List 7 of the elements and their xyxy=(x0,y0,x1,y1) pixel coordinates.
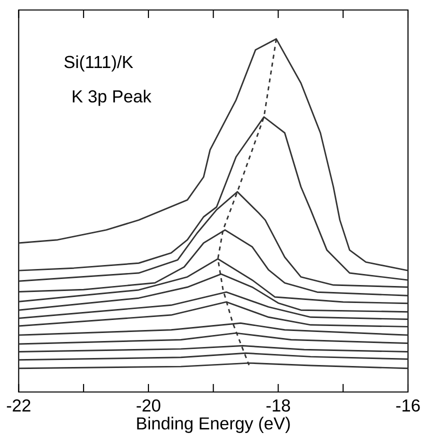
annotation: Si(111)/K xyxy=(64,55,134,72)
x-tick-label: -18 xyxy=(266,399,290,412)
x-tick-label: -22 xyxy=(6,399,30,412)
x-tick-label: -16 xyxy=(396,399,420,412)
annotation: K 3p Peak xyxy=(72,90,152,106)
x-tick-label: -20 xyxy=(136,399,160,412)
x-axis-title: Binding Energy (eV) xyxy=(137,416,290,433)
